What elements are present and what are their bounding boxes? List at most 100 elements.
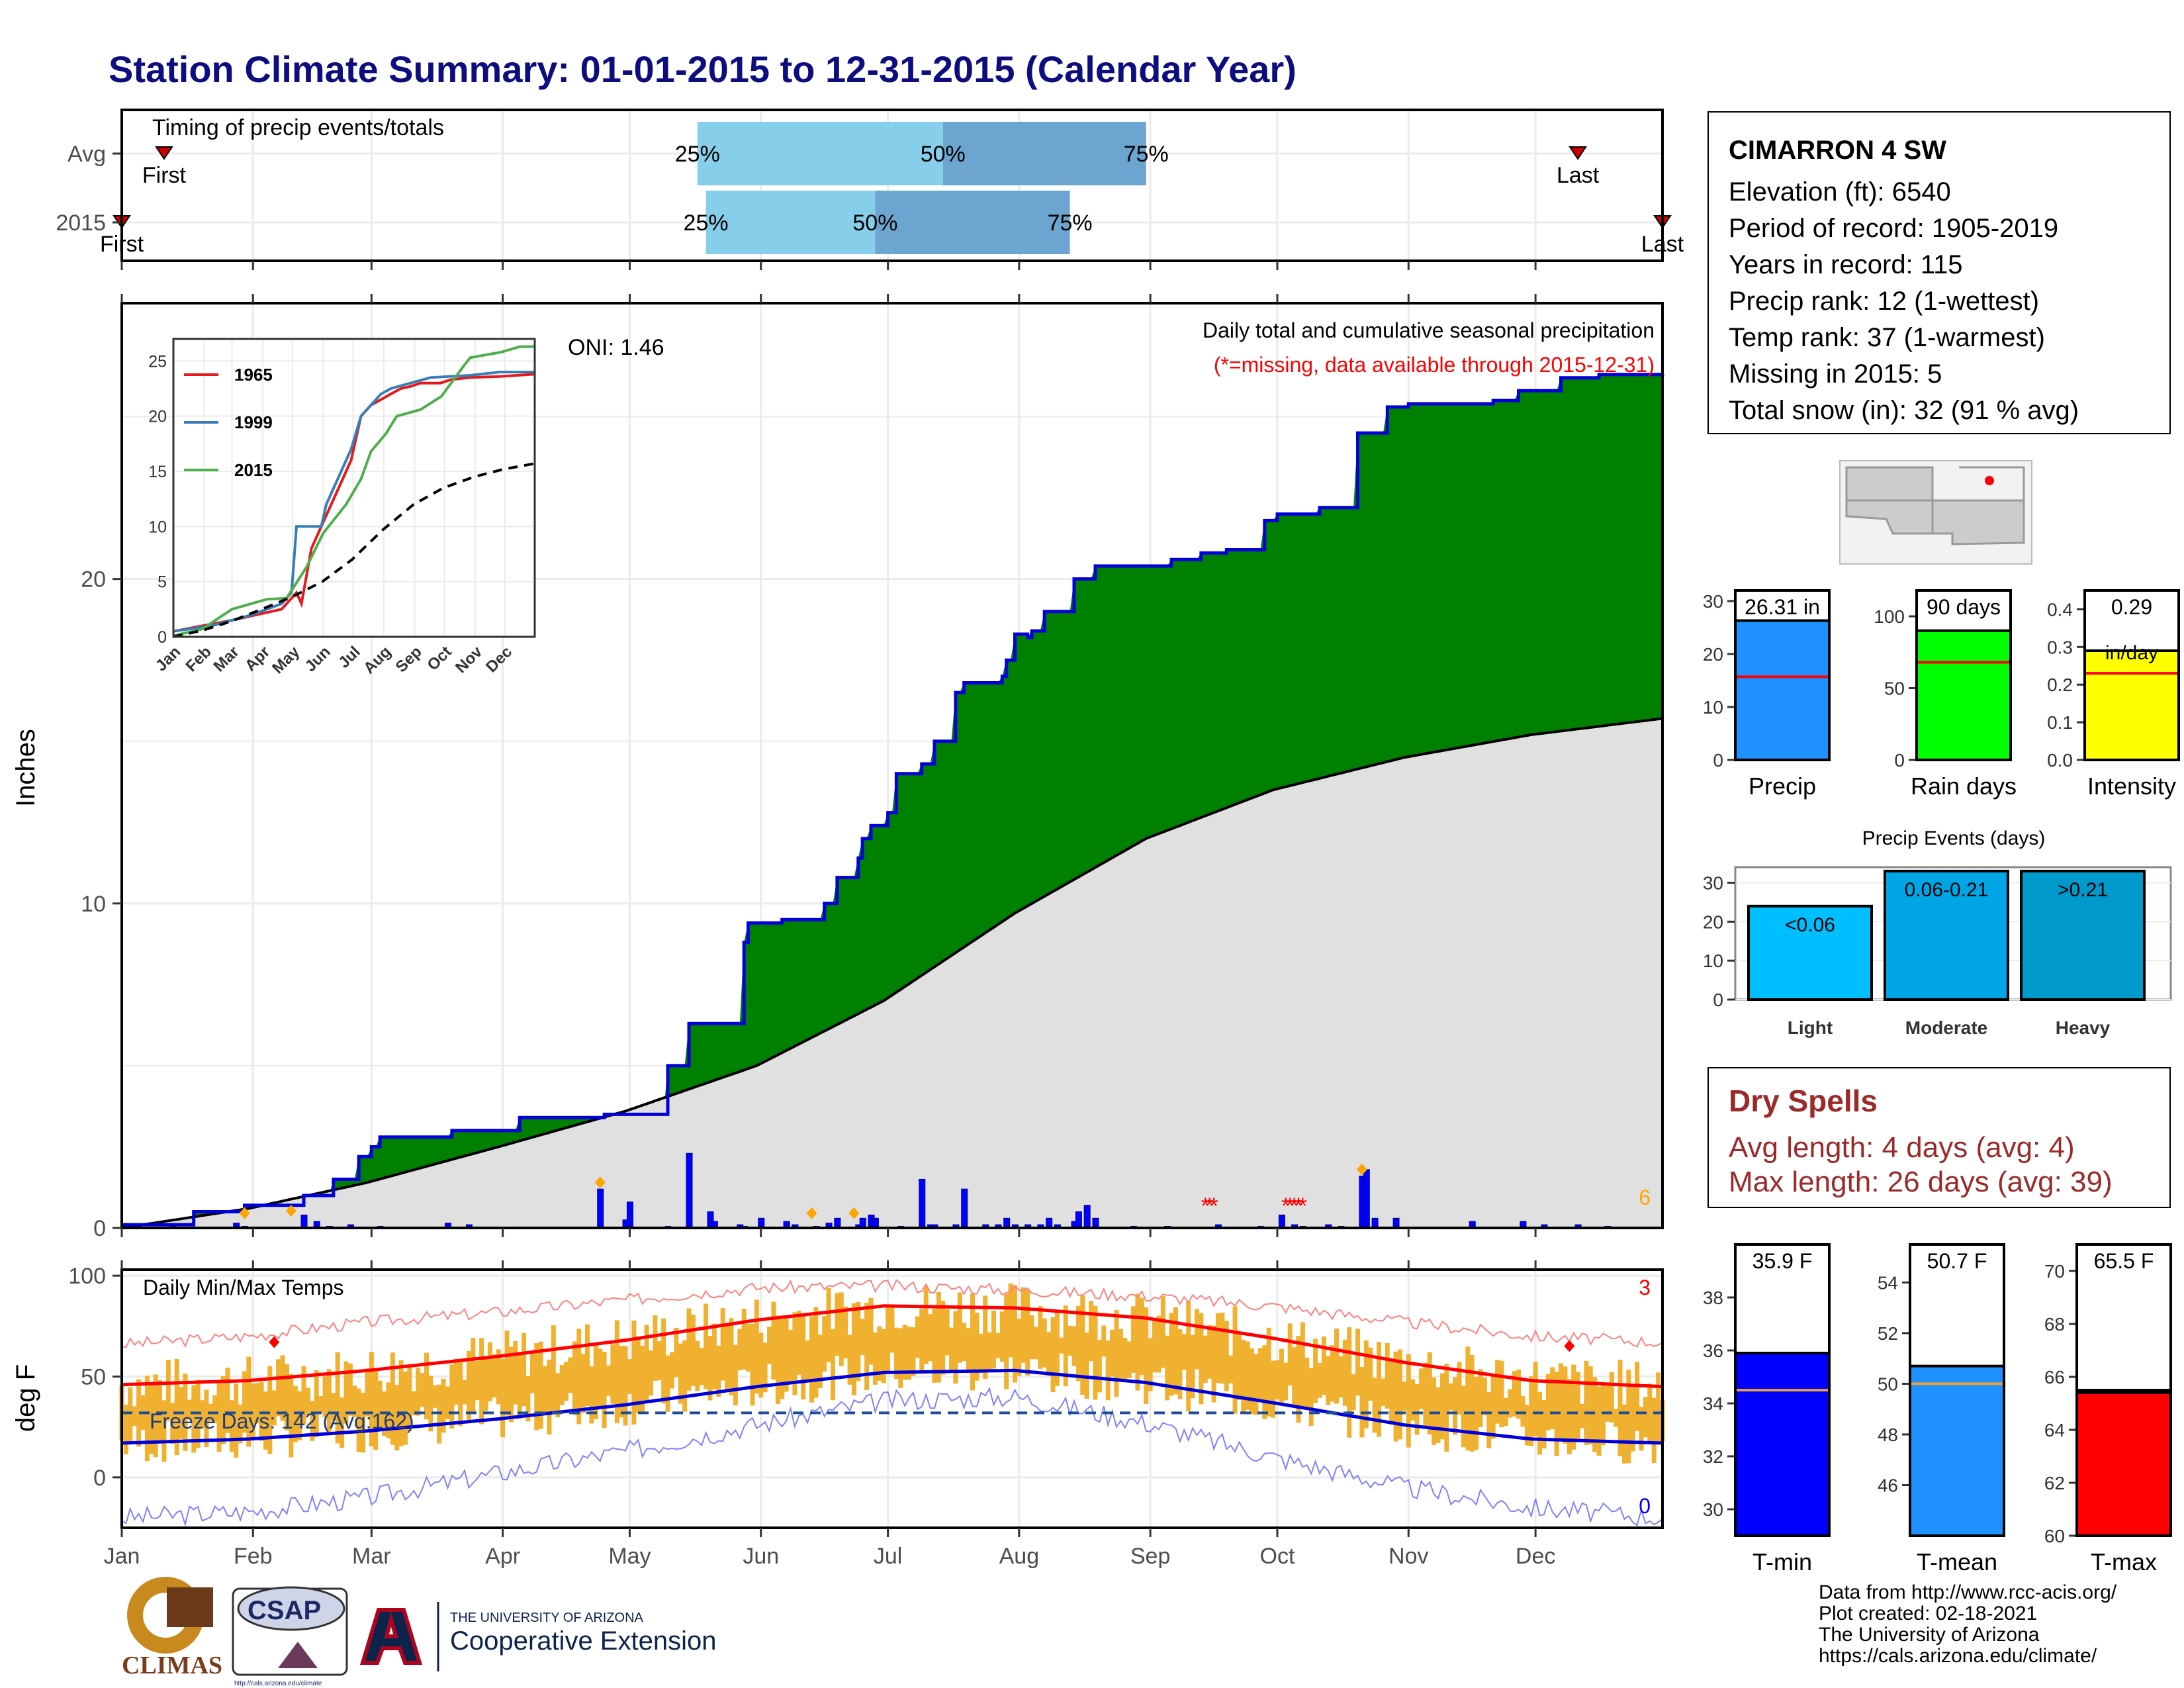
temp-ylabel: deg F <box>11 1364 40 1432</box>
daily-temp-bar <box>1250 1348 1255 1415</box>
bar-panel-ytick-label: 34 <box>1703 1393 1723 1414</box>
daily-temp-bar <box>1292 1347 1297 1407</box>
daily-temp-bar <box>686 1308 692 1391</box>
daily-temp-bar <box>843 1306 848 1359</box>
month-label: Jul <box>874 1544 902 1569</box>
month-label: Dec <box>1516 1544 1555 1569</box>
timing-row-label: Avg <box>68 142 106 167</box>
daily-temp-bar <box>153 1374 158 1458</box>
station-info-box: CIMARRON 4 SW Elevation (ft): 6540 Perio… <box>1707 111 2171 434</box>
inset-series-line <box>173 462 535 638</box>
daily-temp-bar <box>200 1400 205 1429</box>
daily-temp-bar <box>771 1301 776 1380</box>
bar-panel-frame <box>1734 1243 1831 1537</box>
daily-precip-bar <box>300 1214 308 1229</box>
daily-temp-bar <box>1363 1340 1369 1429</box>
daily-temp-bar <box>923 1286 929 1364</box>
daily-temp-bar <box>881 1329 886 1383</box>
daily-temp-bar <box>390 1352 395 1445</box>
credit-org: The University of Arizona <box>1819 1624 2040 1646</box>
daily-temp-bar <box>606 1365 611 1396</box>
daily-temp-bar <box>1465 1346 1471 1451</box>
daily-temp-bar <box>1439 1373 1445 1440</box>
bar-panel-ytick-label: 10 <box>1703 697 1723 718</box>
daily-temp-bar <box>1262 1345 1267 1419</box>
daily-temp-bar <box>598 1348 603 1407</box>
month-label: Nov <box>1388 1544 1428 1569</box>
daily-temp-bar <box>1592 1377 1598 1452</box>
timing-label-75: 75% <box>1048 211 1093 236</box>
missing-marker: * <box>1294 1194 1302 1219</box>
daily-temp-bar <box>1253 1354 1259 1415</box>
bar-panel-value-bar <box>2075 1389 2172 1537</box>
daily-temp-bar <box>1541 1399 1547 1449</box>
daily-temp-bar <box>919 1308 925 1372</box>
daily-temp-bar <box>123 1404 128 1454</box>
daily-temp-bar <box>496 1349 501 1405</box>
daily-temp-bar <box>191 1385 197 1453</box>
daily-temp-bar <box>335 1352 340 1444</box>
station-precip-rank: Precip rank: 12 (1-wettest) <box>1729 287 2040 316</box>
events-bar <box>1747 904 1873 1001</box>
timing-last-label: Last <box>1557 163 1600 188</box>
daily-temp-bar <box>441 1378 446 1433</box>
daily-temp-bar <box>1241 1340 1246 1414</box>
daily-temp-bar <box>750 1323 755 1406</box>
daily-temp-bar <box>1075 1305 1081 1382</box>
daily-temp-bar <box>572 1341 577 1415</box>
inset-series-line <box>173 345 535 637</box>
daily-temp-bar <box>580 1354 586 1413</box>
daily-temp-bar <box>792 1312 797 1395</box>
daily-temp-bar <box>234 1383 239 1458</box>
daily-temp-bar <box>365 1368 370 1417</box>
daily-precip-bar <box>758 1217 765 1229</box>
daily-temp-bar <box>983 1295 988 1380</box>
daily-temp-bar <box>987 1332 992 1372</box>
record-high-count: 3 <box>1639 1276 1651 1299</box>
daily-temp-bar <box>297 1391 302 1440</box>
daily-temp-bar <box>187 1399 192 1420</box>
csap-logo: CSAP http://cals.arizona.edu/climate <box>232 1586 348 1687</box>
daily-temp-bar <box>1605 1385 1610 1422</box>
daily-temp-bar <box>352 1385 357 1417</box>
daily-temp-bar <box>746 1324 751 1372</box>
daily-precip-bar <box>686 1152 693 1229</box>
timing-bar-lower <box>705 191 876 254</box>
daily-temp-bar <box>711 1323 717 1390</box>
bar-panel-category: Rain days <box>1911 773 2017 800</box>
daily-temp-bar <box>551 1325 556 1413</box>
daily-temp-bar <box>1563 1366 1568 1444</box>
daily-temp-bar <box>1110 1329 1115 1377</box>
daily-temp-bar <box>1215 1313 1220 1383</box>
daily-precip-bar <box>859 1217 866 1229</box>
daily-temp-bar <box>568 1357 573 1393</box>
bar-panel-ytick-label: 32 <box>1703 1446 1723 1467</box>
daily-precip-bar <box>626 1201 633 1229</box>
daily-temp-bar <box>225 1368 230 1433</box>
daily-temp-bar <box>754 1299 759 1394</box>
daily-temp-bar <box>1126 1341 1132 1378</box>
ua-logo: THE UNIVERSITY OF ARIZONA Cooperative Ex… <box>359 1602 716 1671</box>
daily-temp-bar <box>932 1308 937 1383</box>
daily-temp-bar <box>665 1355 670 1412</box>
bar-panel-value-label: 65.5 F <box>2094 1249 2154 1273</box>
daily-temp-bar <box>1474 1377 1479 1450</box>
daily-temp-bar <box>1537 1391 1543 1455</box>
daily-temp-bar <box>1444 1364 1449 1452</box>
oni-label: ONI: 1.46 <box>568 335 664 360</box>
daily-temp-bar <box>1317 1362 1322 1398</box>
timing-marker <box>1569 146 1587 160</box>
daily-temp-bar <box>915 1316 920 1358</box>
bar-panel-value-bar <box>1909 1364 2005 1537</box>
bar-panel-ytick-label: 0.4 <box>2047 599 2073 620</box>
missing-marker: * <box>1298 1194 1307 1219</box>
daily-temp-bar <box>170 1403 175 1444</box>
daily-temp-bar <box>640 1345 645 1415</box>
daily-temp-bar <box>555 1373 561 1417</box>
daily-temp-bar <box>695 1340 700 1391</box>
daily-temp-bar <box>1533 1362 1538 1436</box>
daily-temp-bar <box>326 1369 332 1435</box>
daily-temp-bar <box>377 1380 383 1430</box>
daily-temp-bar <box>1524 1405 1529 1446</box>
